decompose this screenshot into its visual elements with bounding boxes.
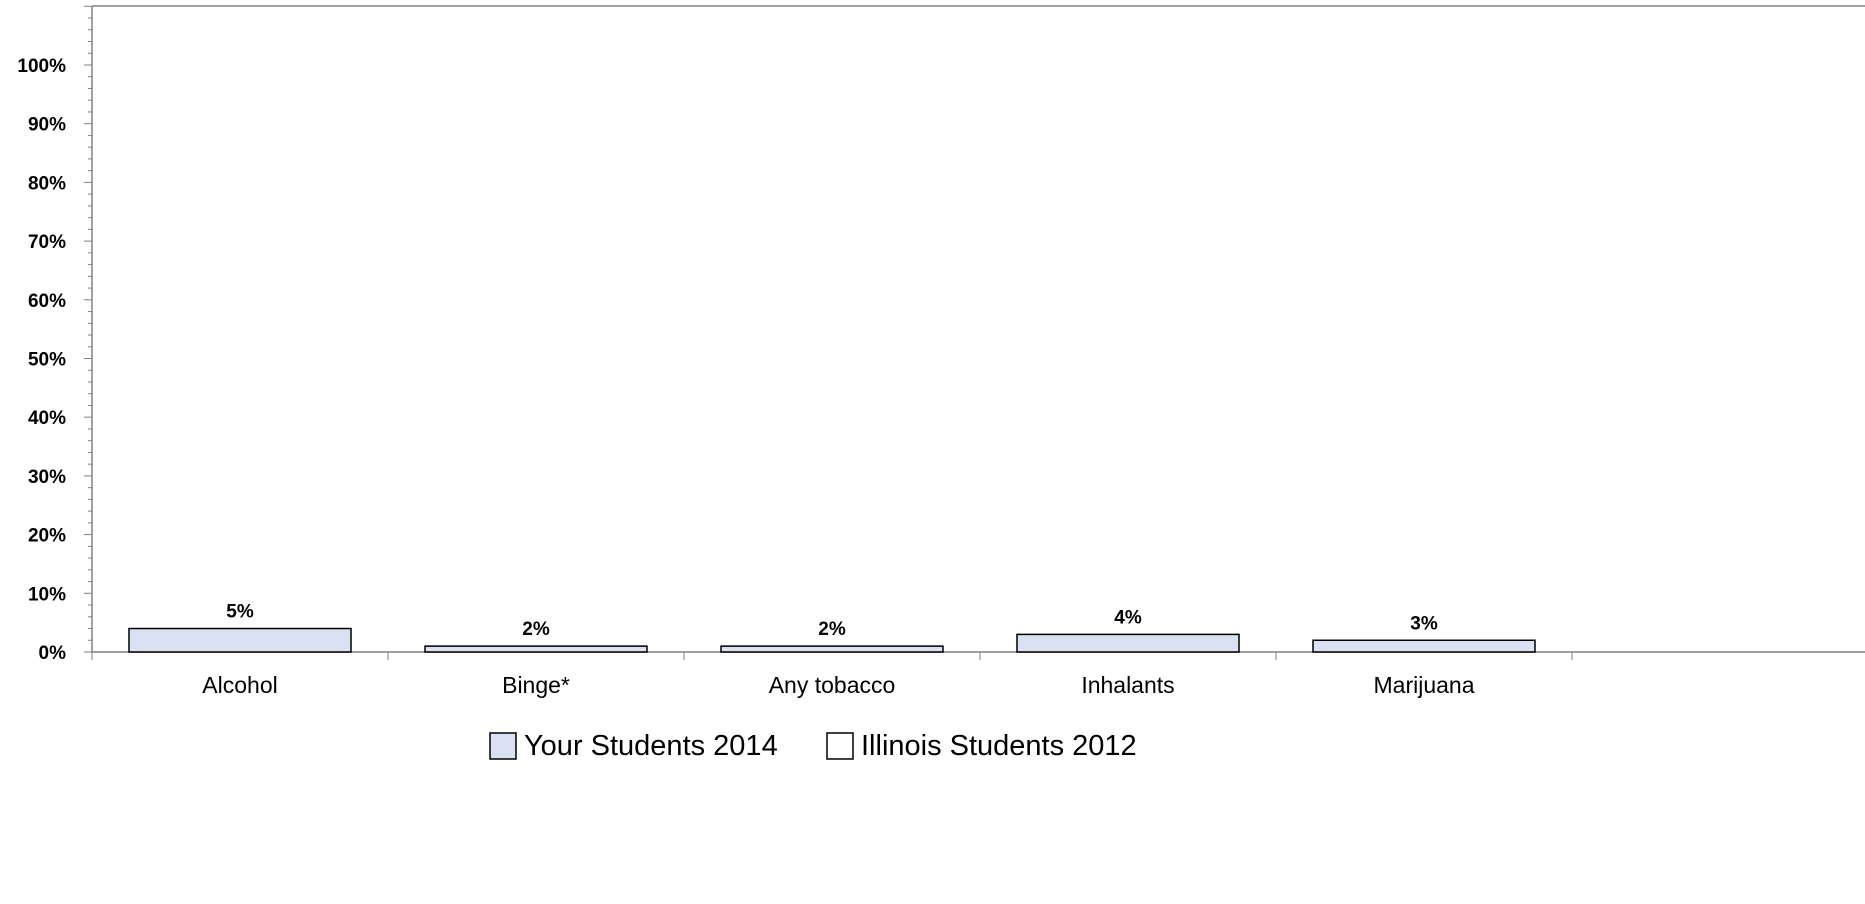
legend-label-your-students-2014: Your Students 2014 (524, 730, 778, 762)
category-label: Binge* (502, 672, 570, 698)
y-tick-label: 30% (28, 467, 66, 488)
bar (1016, 633, 1240, 653)
legend-swatch-your-students-2014 (489, 732, 517, 760)
y-tick-label: 70% (28, 232, 66, 253)
data-labels: 5% 2% 2% 4% 3% (226, 602, 1438, 641)
y-tick-label: 50% (28, 350, 66, 371)
data-label: 3% (1410, 613, 1438, 634)
y-tick-label: 20% (28, 526, 66, 547)
y-tick-label: 100% (17, 56, 66, 77)
legend: Your Students 2014 Illinois Students 201… (489, 730, 1137, 762)
bar (720, 645, 944, 653)
category-label: Marijuana (1374, 672, 1475, 698)
bar (128, 627, 352, 653)
data-label: 5% (226, 602, 254, 623)
legend-label-illinois-students-2012: Illinois Students 2012 (861, 730, 1137, 762)
category-label: Alcohol (202, 672, 277, 698)
y-tick-label: 90% (28, 115, 66, 136)
category-label: Inhalants (1081, 672, 1174, 698)
y-tick-label: 10% (28, 584, 66, 605)
legend-swatch-illinois-students-2012 (826, 732, 854, 760)
y-tick-label: 0% (39, 643, 67, 664)
data-label: 4% (1114, 607, 1142, 628)
x-axis: Alcohol Binge* Any tobacco Inhalants Marijua… (91, 651, 1865, 698)
category-label: Any tobacco (769, 672, 896, 698)
y-tick-label: 60% (28, 291, 66, 312)
bar (424, 645, 648, 653)
y-tick-label: 80% (28, 173, 66, 194)
y-axis: 0% 10% 20% 30% 40% 50% 60% 70% 80% 90% 100% (17, 5, 93, 664)
bars (128, 627, 1536, 653)
bar (1312, 639, 1536, 653)
data-label: 2% (522, 619, 550, 640)
y-tick-label: 40% (28, 408, 66, 429)
data-label: 2% (818, 619, 846, 640)
